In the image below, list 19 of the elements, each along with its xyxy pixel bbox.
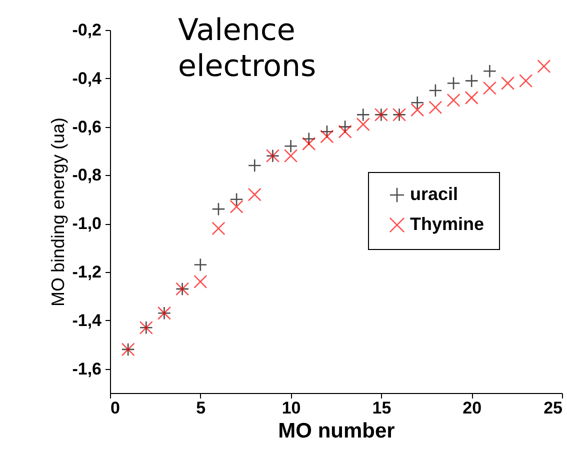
y-tick-label: -1,0 bbox=[72, 214, 102, 234]
y-tick-label: -1,2 bbox=[72, 262, 102, 282]
y-tick-label: -0,4 bbox=[72, 68, 102, 88]
x-axis-title: MO number bbox=[278, 420, 395, 442]
y-tick-label: -0,2 bbox=[72, 20, 102, 40]
legend-label: Thymine bbox=[410, 214, 484, 234]
chart-title: Valence electrons bbox=[178, 13, 316, 84]
x-tick-label: 15 bbox=[372, 398, 392, 418]
legend-label: uracil bbox=[410, 184, 458, 204]
x-tick-label: 25 bbox=[544, 398, 562, 418]
x-tick-label: 5 bbox=[196, 398, 206, 418]
y-tick-label: -0,8 bbox=[72, 166, 102, 185]
y-tick-label: -0,6 bbox=[72, 117, 102, 136]
x-tick-label: 0 bbox=[110, 398, 120, 418]
x-tick-label: 10 bbox=[282, 398, 301, 418]
x-tick-label: 20 bbox=[462, 398, 482, 418]
y-tick-label: -1,6 bbox=[72, 359, 102, 378]
y-axis-title: MO binding energy (ua) bbox=[48, 117, 68, 307]
y-tick-label: -1,4 bbox=[72, 310, 102, 330]
